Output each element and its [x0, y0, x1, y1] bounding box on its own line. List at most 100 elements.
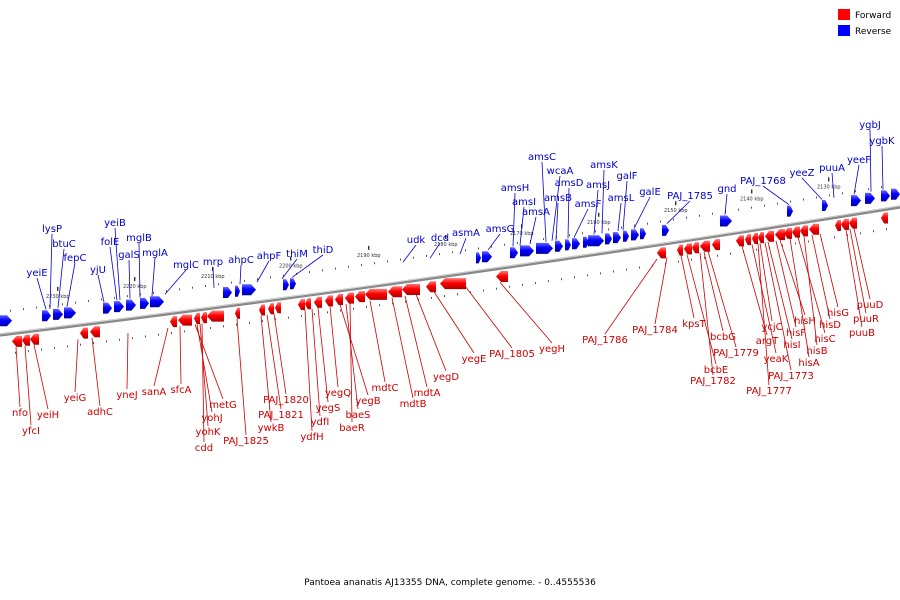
forward-gene-label: yohJ — [201, 413, 222, 424]
forward-gene-label: PAJ_1825 — [223, 436, 269, 447]
forward-gene-label: ydfH — [300, 432, 323, 443]
reverse-gene-label: mglC — [173, 260, 199, 271]
reverse-gene-arrow — [0, 315, 12, 327]
forward-gene-label: nfo — [12, 408, 28, 419]
forward-gene-arrow — [758, 232, 764, 244]
forward-gene-label: argT — [756, 336, 779, 347]
forward-gene-label: PAJ_1782 — [690, 376, 736, 387]
reverse-gene-arrow — [555, 240, 563, 252]
reverse-gene-label: puuA — [819, 163, 845, 174]
reverse-gene-arrow — [103, 302, 112, 314]
reverse-gene-arrow — [476, 252, 481, 264]
reverse-gene-label: yeeZ — [789, 168, 814, 179]
forward-gene-label: kpsT — [682, 319, 706, 330]
forward-gene-label: mdtC — [372, 383, 399, 394]
forward-gene-arrow — [194, 313, 200, 325]
genome-caption: Pantoea ananatis AJ13355 DNA, complete g… — [304, 578, 596, 588]
reverse-gene-arrow — [605, 233, 612, 245]
forward-gene-arrow — [440, 278, 466, 290]
forward-gene-arrow — [335, 294, 343, 306]
reverse-gene-label: thiM — [286, 249, 308, 260]
reverse-gene-arrow — [482, 251, 492, 263]
reverse-gene-label: fepC — [63, 253, 86, 264]
forward-gene-arrow — [30, 333, 39, 345]
forward-gene-label: yegD — [433, 372, 459, 383]
forward-gene-label: PAJ_1786 — [582, 335, 628, 346]
reverse-gene-arrow — [613, 232, 621, 244]
reverse-gene-arrow — [565, 239, 571, 251]
reverse-gene-label: galF — [616, 171, 637, 182]
reverse-gene-arrow — [42, 310, 51, 322]
tick-label: 2170 kbp — [510, 231, 534, 237]
forward-gene-arrow — [355, 291, 365, 303]
forward-gene-arrow — [712, 239, 720, 251]
forward-gene-label: yegS — [316, 403, 341, 414]
legend-reverse-swatch — [838, 25, 850, 36]
forward-gene-label: yneJ — [116, 390, 137, 401]
reverse-gene-label: amsK — [590, 160, 618, 171]
reverse-gene-arrow — [242, 284, 256, 296]
forward-gene-label: puuD — [857, 300, 884, 311]
tick-label: 2180 kbp — [434, 242, 458, 248]
forward-gene-arrow — [275, 302, 281, 314]
forward-gene-label: PAJ_1820 — [263, 395, 309, 406]
forward-gene-label: hisD — [819, 320, 841, 331]
tick-label: 2220 kbp — [123, 284, 147, 290]
reverse-gene-label: yeeF — [847, 155, 871, 166]
reverse-gene-label: udk — [407, 235, 426, 246]
reverse-gene-arrow — [865, 192, 875, 204]
reverse-gene-label: yjU — [90, 265, 106, 276]
forward-gene-arrow — [700, 240, 710, 252]
reverse-gene-label: mrp — [203, 257, 223, 268]
reverse-gene-arrow — [140, 297, 149, 309]
forward-gene-arrow — [841, 218, 849, 230]
forward-gene-arrow — [800, 225, 808, 237]
forward-gene-label: yfcI — [22, 426, 40, 437]
forward-gene-label: hisA — [798, 358, 819, 369]
forward-gene-label: puuR — [853, 314, 879, 325]
forward-gene-arrow — [775, 229, 785, 241]
reverse-gene-label: dcd — [431, 233, 449, 244]
forward-gene-label: PAJ_1805 — [489, 349, 535, 360]
forward-gene-arrow — [752, 233, 758, 245]
forward-gene-arrow — [657, 247, 666, 259]
reverse-strand-genes: yeiE lysP btuC fepC yjU folE yeiB galS mglB mglA m… — [0, 120, 900, 327]
forward-gene-label: PAJ_1784 — [632, 325, 678, 336]
forward-gene-label: PAJ_1773 — [768, 371, 814, 382]
forward-gene-arrow — [298, 299, 305, 311]
reverse-gene-label: asmA — [452, 228, 480, 239]
forward-gene-arrow — [314, 296, 322, 308]
reverse-gene-arrow — [126, 299, 136, 311]
forward-gene-label: PAJ_1779 — [713, 348, 759, 359]
reverse-gene-label: ygbK — [869, 136, 895, 147]
forward-gene-label: mdtA — [414, 388, 441, 399]
forward-gene-arrow — [201, 312, 207, 324]
forward-gene-arrow — [736, 235, 744, 247]
genome-backbone — [0, 205, 900, 337]
reverse-gene-arrow — [223, 287, 232, 299]
reverse-gene-label: yeiE — [26, 268, 47, 279]
reverse-gene-arrow — [283, 279, 289, 291]
forward-gene-label: yohK — [196, 427, 221, 438]
legend-forward-label: Forward — [855, 11, 891, 21]
tick-label: 2190 kbp — [357, 253, 381, 259]
forward-gene-arrow — [792, 226, 800, 238]
reverse-gene-label: ygbJ — [859, 120, 881, 131]
tick-label: 2230 kbp — [46, 294, 70, 300]
reverse-gene-arrow — [536, 242, 553, 254]
reverse-gene-arrow — [640, 228, 646, 240]
tick-label: 2140 kbp — [740, 197, 764, 203]
reverse-gene-label: amsD — [555, 178, 584, 189]
forward-gene-arrow — [692, 242, 699, 254]
reverse-gene-label: btuC — [52, 239, 76, 250]
forward-gene-arrow — [765, 230, 774, 242]
forward-gene-arrow — [345, 292, 354, 304]
forward-gene-label: yeiH — [37, 410, 59, 421]
forward-gene-arrow — [305, 298, 311, 310]
forward-gene-arrow — [809, 223, 819, 235]
forward-gene-arrow — [496, 271, 508, 283]
forward-gene-label: hisH — [794, 316, 816, 327]
reverse-gene-label: mglB — [126, 233, 152, 244]
reverse-gene-arrow — [572, 238, 580, 250]
